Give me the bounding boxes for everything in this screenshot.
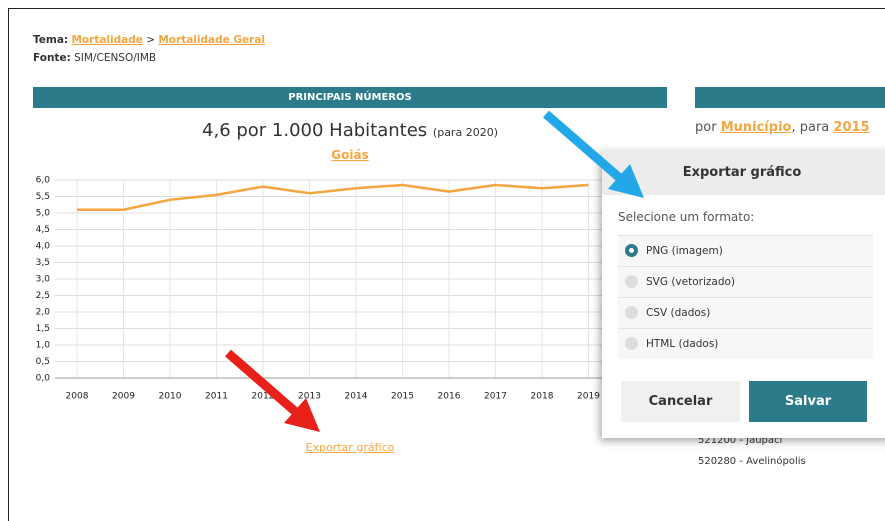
- option-label: CSV (dados): [646, 307, 711, 319]
- side-middle: , para: [791, 120, 830, 135]
- tema-link[interactable]: Mortalidade: [71, 34, 143, 46]
- panel-title: PRINCIPAIS NÚMEROS: [33, 87, 667, 108]
- format-option[interactable]: CSV (dados): [618, 297, 873, 328]
- fonte-value: SIM/CENSO/IMB: [74, 52, 157, 64]
- x-tick-label: 2019: [577, 392, 600, 402]
- cancel-button[interactable]: Cancelar: [621, 381, 740, 422]
- y-tick-label: 2,0: [36, 308, 51, 318]
- series-line: [77, 183, 589, 211]
- y-tick-label: 4,5: [36, 225, 50, 235]
- radio[interactable]: [625, 275, 638, 288]
- format-option[interactable]: HTML (dados): [618, 328, 873, 359]
- x-tick-label: 2018: [531, 392, 554, 402]
- headline-note: (para 2020): [432, 126, 498, 139]
- side-link[interactable]: Município: [720, 120, 792, 135]
- x-tick-label: 2011: [205, 392, 228, 402]
- list-item: 520280 - Avelinópolis: [698, 456, 806, 467]
- headline: 4,6 por 1.000 Habitantes: [202, 120, 428, 141]
- y-tick-label: 5,5: [36, 192, 50, 202]
- save-button[interactable]: Salvar: [749, 381, 867, 422]
- x-tick-label: 2010: [159, 392, 182, 402]
- side-bar: [695, 87, 885, 108]
- radio[interactable]: [625, 306, 638, 319]
- fonte-label: Fonte:: [33, 52, 71, 64]
- x-tick-label: 2009: [112, 392, 135, 402]
- y-tick-label: 1,5: [36, 324, 50, 334]
- side-line: por Município, para 2015: [695, 120, 870, 135]
- x-tick-label: 2012: [252, 392, 275, 402]
- export-dialog: Exportar gráfico Selecione um formato: P…: [602, 150, 885, 438]
- x-tick-label: 2013: [298, 392, 321, 402]
- y-tick-label: 3,5: [36, 258, 50, 268]
- subtema-link[interactable]: Mortalidade Geral: [158, 34, 265, 46]
- radio[interactable]: [625, 244, 638, 257]
- region-link[interactable]: Goiás: [331, 148, 369, 162]
- x-tick-label: 2015: [391, 392, 414, 402]
- x-tick-label: 2008: [66, 392, 89, 402]
- option-label: SVG (vetorizado): [646, 276, 735, 288]
- y-tick-label: 5,0: [36, 209, 51, 219]
- side-year[interactable]: 2015: [833, 120, 870, 135]
- y-tick-label: 3,0: [36, 275, 51, 285]
- tema-line: Tema: Mortalidade > Mortalidade Geral: [33, 34, 265, 46]
- y-tick-label: 0,0: [36, 374, 51, 384]
- separator: >: [146, 34, 156, 46]
- headline-line: 4,6 por 1.000 Habitantes (para 2020): [33, 120, 667, 141]
- y-tick-label: 4,0: [36, 242, 51, 252]
- option-label: HTML (dados): [646, 338, 719, 350]
- format-option[interactable]: SVG (vetorizado): [618, 266, 873, 297]
- export-link[interactable]: Exportar gráfico: [305, 441, 395, 454]
- x-tick-label: 2014: [345, 392, 368, 402]
- y-tick-label: 1,0: [36, 341, 51, 351]
- radio[interactable]: [625, 337, 638, 350]
- dialog-prompt: Selecione um formato:: [618, 210, 755, 224]
- x-tick-label: 2017: [484, 392, 507, 402]
- y-tick-label: 0,5: [36, 357, 50, 367]
- y-tick-label: 6,0: [36, 176, 51, 186]
- dialog-title: Exportar gráfico: [602, 150, 885, 195]
- fonte-line: Fonte: SIM/CENSO/IMB: [33, 52, 156, 64]
- option-label: PNG (imagem): [646, 245, 723, 257]
- y-tick-label: 2,5: [36, 291, 50, 301]
- side-prefix: por: [695, 120, 717, 135]
- tema-label: Tema:: [33, 34, 69, 46]
- format-option[interactable]: PNG (imagem): [618, 235, 873, 266]
- x-tick-label: 2016: [438, 392, 461, 402]
- side-list: 521200 - Jaupaci 520280 - Avelinópolis: [698, 430, 806, 472]
- list-item: 521200 - Jaupaci: [698, 435, 783, 446]
